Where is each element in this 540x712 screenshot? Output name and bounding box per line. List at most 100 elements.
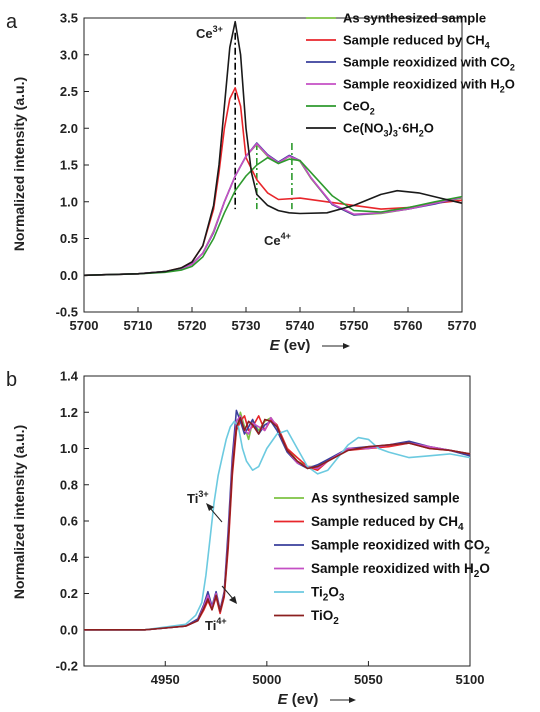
legend-label-subscript: 2 [419, 129, 424, 139]
legend-label: Sample reoxidized with CO2 [343, 55, 515, 73]
axes-a: 5700 5710 5720 5730 5740 5750 5760 5770 -0.5 0.0 0… [56, 11, 477, 334]
legend-label: As synthesized sample [311, 491, 460, 506]
xlabel-arrow-a [322, 343, 350, 349]
legend-label-text: As synthesized sample [343, 11, 486, 26]
y-tick-label: 3.5 [60, 11, 78, 26]
legend-item: As synthesized sample [274, 491, 460, 506]
legend-label-text: Ti [311, 585, 323, 600]
annotation-ti4-base: Ti [205, 618, 216, 633]
annotation-ti4: Ti4+ [205, 585, 237, 633]
y-tick-label: -0.2 [56, 659, 78, 674]
panel-label-a: a [6, 11, 18, 33]
legend-label-subscript: 2 [474, 569, 480, 580]
legend-label-text: Sample reduced by CH [311, 514, 458, 529]
y-tick-label: 0.4 [60, 550, 79, 565]
marker-lines-a [234, 32, 293, 210]
x-tick-label: 5050 [354, 672, 383, 687]
plot-lines-b [84, 409, 471, 631]
annotation-ce4-base: Ce [264, 233, 281, 248]
legend-item: Ti2O3 [274, 585, 345, 604]
legend-label-text: O [479, 561, 490, 576]
annotation-ce3-base: Ce [196, 26, 213, 41]
legend-item: Sample reoxidized with CO2 [274, 538, 490, 557]
legend-label-subscript: 2 [323, 593, 329, 604]
legend-item: Sample reduced by CH4 [274, 514, 464, 533]
series-line [83, 156, 463, 277]
legend-label: Sample reoxidized with H2O [343, 77, 515, 95]
legend-label-subscript: 3 [393, 129, 398, 139]
legend-label: As synthesized sample [343, 11, 486, 26]
legend-label-text: O [505, 77, 515, 92]
svg-text:Ti4+: Ti4+ [205, 616, 227, 633]
xlabel-a-unit: (ev) [280, 337, 311, 354]
legend-label: Sample reoxidized with H2O [311, 561, 490, 580]
legend-label: Sample reduced by CH4 [343, 33, 490, 51]
legend-item: Sample reoxidized with H2O [274, 561, 490, 580]
x-tick-label: 5000 [252, 672, 281, 687]
legend-item: Sample reduced by CH4 [306, 33, 490, 51]
legend-label: Sample reoxidized with CO2 [311, 538, 490, 557]
x-tick-label: 5770 [448, 318, 477, 333]
legend-label-text: Sample reoxidized with H [343, 77, 500, 92]
ti3-arrow [209, 507, 223, 523]
y-tick-label: 0.0 [60, 622, 78, 637]
chart-panel-b: b Normalized intensity (a.u.) E (ev) 495… [6, 369, 490, 709]
annotation-ti4-sup: 4+ [216, 616, 226, 626]
x-tick-label: 5720 [178, 318, 207, 333]
y-tick-label: 1.5 [60, 158, 78, 173]
annotation-ti3-sup: 3+ [198, 489, 208, 499]
series-line [83, 142, 463, 277]
annotation-ce4: Ce4+ [264, 231, 291, 248]
legend-label-subscript: 4 [458, 522, 464, 533]
xlabel-a: E (ev) [270, 337, 311, 354]
legend-item: CeO2 [306, 99, 375, 117]
legend-label-text: Sample reoxidized with H [311, 561, 474, 576]
annotation-ti3: Ti3+ [187, 489, 223, 523]
x-tick-label: 4950 [151, 672, 180, 687]
legend-label-text: ·6H [398, 121, 419, 136]
legend-label: CeO2 [343, 99, 375, 117]
legend-label-subscript: 2 [500, 85, 505, 95]
y-tick-label: 0.2 [60, 586, 78, 601]
legend-label-subscript: 4 [485, 41, 490, 51]
legend-label-text: O [424, 121, 434, 136]
annotation-ce3-sup: 3+ [213, 24, 223, 34]
xlabel-arrow-b [330, 697, 356, 703]
plot-lines-a [83, 20, 463, 277]
x-tick-label: 5740 [286, 318, 315, 333]
y-tick-label: 2.0 [60, 121, 78, 136]
legend-label-subscript: 2 [510, 63, 515, 73]
legend-label-text: Sample reoxidized with CO [343, 55, 510, 70]
legend-label-text: Ce(NO [343, 121, 383, 136]
legend-label-subscript: 2 [333, 616, 339, 627]
legend-label-text: CeO [343, 99, 370, 114]
y-tick-label: 1.4 [60, 369, 79, 384]
legend-label-text: ) [388, 121, 392, 136]
legend-label: Ti2O3 [311, 585, 345, 604]
xlabel-a-var: E [270, 337, 281, 354]
legend-label-subscript: 2 [484, 546, 490, 557]
legend-label-text: Sample reoxidized with CO [311, 538, 484, 553]
xlabel-b-var: E [278, 691, 289, 708]
series-line [84, 416, 471, 631]
y-tick-label: 0.0 [60, 268, 78, 283]
legend-label-text: O [328, 585, 339, 600]
xlabel-b: E (ev) [278, 691, 319, 708]
series-line [84, 420, 471, 631]
legend-item: TiO2 [274, 608, 339, 627]
annotation-ti3-base: Ti [187, 491, 198, 506]
ti4-arrowhead [229, 596, 237, 604]
x-tick-label: 5760 [394, 318, 423, 333]
y-tick-label: 0.5 [60, 231, 78, 246]
ylabel-a: Normalized intensity (a.u.) [11, 77, 27, 251]
legend-item: Sample reoxidized with H2O [306, 77, 515, 95]
legend-label-text: TiO [311, 608, 333, 623]
y-tick-label: 1.0 [60, 441, 78, 456]
y-tick-label: 1.2 [60, 405, 78, 420]
legend-label: TiO2 [311, 608, 339, 627]
y-tick-label: -0.5 [56, 305, 78, 320]
legend-label-subscript: 3 [383, 129, 388, 139]
ti4-arrow [221, 585, 235, 601]
x-tick-label: 5750 [340, 318, 369, 333]
